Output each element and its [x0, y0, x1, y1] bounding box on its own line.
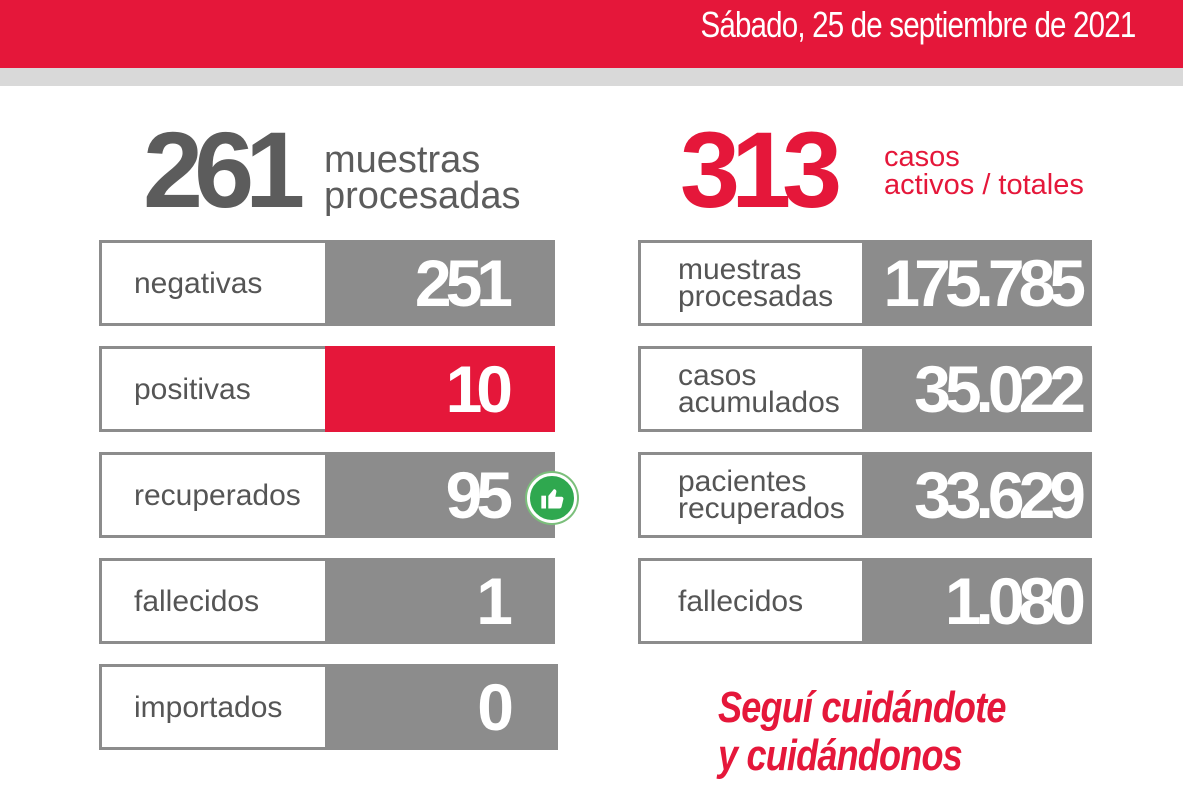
header-divider [0, 68, 1183, 86]
cumulative-row-muestras: muestras procesadas 175.785 [638, 240, 1092, 326]
daily-row-negativas: negativas 251 [99, 240, 555, 326]
row-label: negativas [99, 240, 325, 326]
cumulative-row-casos: casos acumulados 35.022 [638, 346, 1092, 432]
thumbs-up-icon [527, 473, 577, 523]
daily-total-caption-line1: muestras [324, 139, 481, 181]
row-label: casos acumulados [638, 346, 862, 432]
slogan-line1: Seguí cuidándote [718, 683, 1006, 732]
daily-row-fallecidos: fallecidos 1 [99, 558, 555, 644]
report-date: Sábado, 25 de septiembre de 2021 [700, 4, 1136, 45]
row-label: muestras procesadas [638, 240, 862, 326]
row-value: 251 [414, 246, 513, 320]
active-cases-value: 313 [680, 109, 842, 230]
daily-row-recuperados: recuperados 95 [99, 452, 555, 538]
active-cases-caption: casos activos / totales [884, 141, 1084, 201]
row-value: 33.629 [914, 458, 1086, 532]
row-value: 35.022 [914, 352, 1086, 426]
row-label: fallecidos [638, 558, 862, 644]
active-cases-caption-line2: activos / totales [884, 168, 1084, 201]
header-bar: Sábado, 25 de septiembre de 2021 [0, 0, 1183, 68]
cumulative-row-fallecidos: fallecidos 1.080 [638, 558, 1092, 644]
row-value: 95 [445, 458, 513, 532]
slogan-line2: y cuidándonos [718, 730, 963, 780]
row-label: positivas [99, 346, 325, 432]
row-value: 0 [477, 670, 514, 744]
daily-row-importados: importados 0 [99, 664, 558, 750]
row-label: importados [99, 664, 325, 750]
row-label: recuperados [99, 452, 325, 538]
daily-total-caption-line2: procesadas [324, 175, 521, 218]
slogan: Seguí cuidándote y cuidándonos [718, 684, 1006, 779]
daily-row-positivas: positivas 10 [99, 346, 555, 432]
row-label: pacientes recuperados [638, 452, 862, 538]
active-cases-caption-line1: casos [884, 141, 960, 173]
row-value: 10 [325, 346, 555, 432]
daily-total-value: 261 [143, 109, 305, 230]
row-value: 175.785 [883, 246, 1086, 320]
row-value: 1 [476, 564, 513, 638]
cumulative-row-recuperados: pacientes recuperados 33.629 [638, 452, 1092, 538]
daily-total-caption: muestras procesadas [324, 139, 521, 218]
row-label: fallecidos [99, 558, 325, 644]
row-value: 1.080 [944, 564, 1086, 638]
